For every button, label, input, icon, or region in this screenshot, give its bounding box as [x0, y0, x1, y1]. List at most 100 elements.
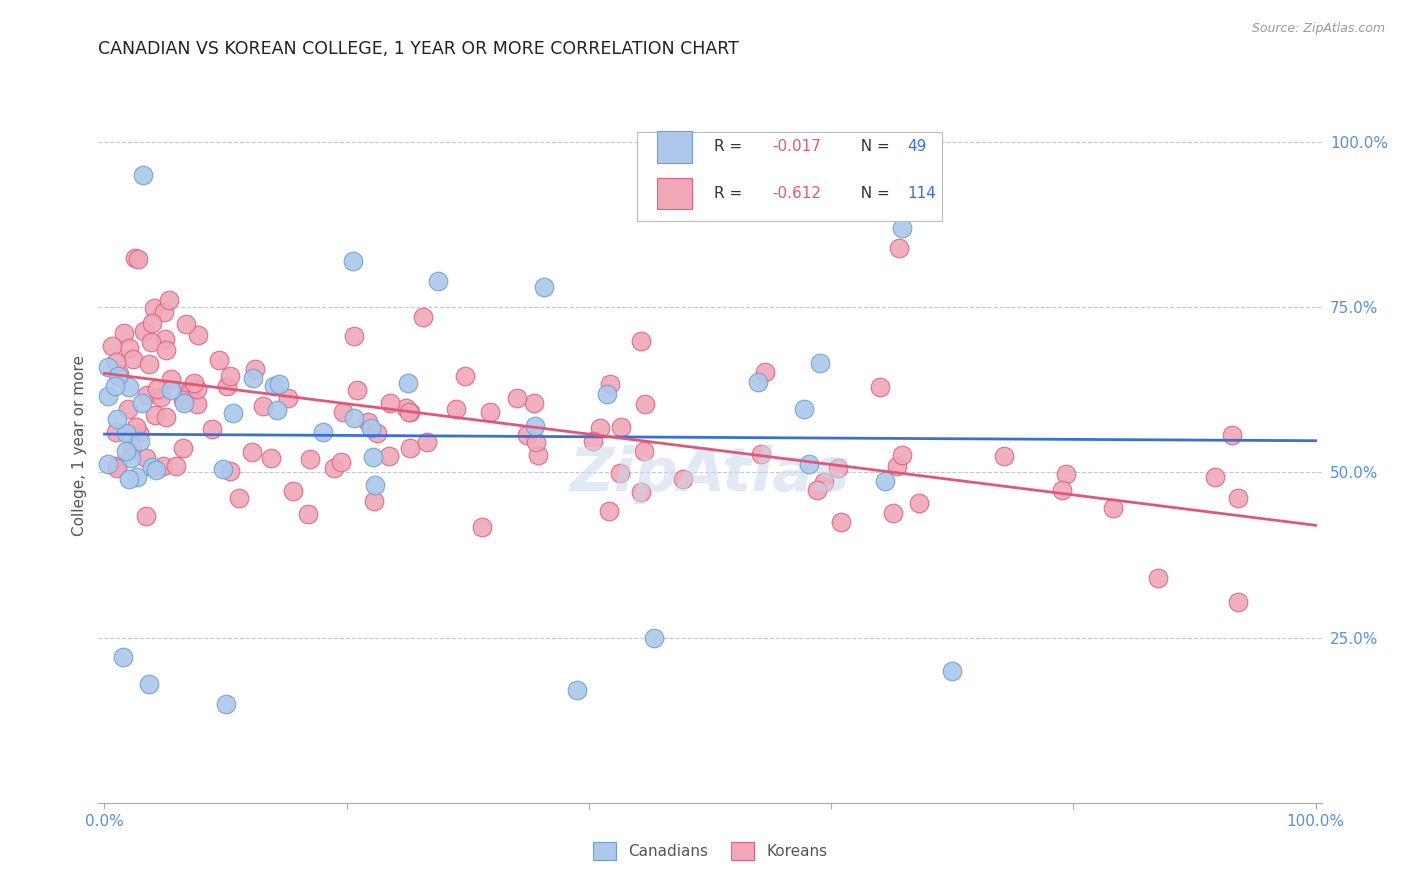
Point [797, 458, 820, 472]
Point [830, 515, 852, 529]
Point [827, 461, 849, 475]
Point [122, 352, 145, 367]
Point [152, 305, 174, 319]
Point [215, 697, 238, 711]
Point [882, 506, 904, 520]
Point [643, 631, 665, 645]
Point [582, 434, 605, 449]
Point [260, 450, 283, 465]
Point [173, 396, 195, 410]
Point [107, 411, 129, 425]
Point [793, 402, 815, 417]
Text: 114: 114 [907, 186, 936, 201]
Point [135, 451, 157, 466]
Point [118, 472, 141, 486]
Point [479, 405, 502, 419]
Point [117, 341, 139, 355]
Point [179, 385, 201, 400]
Point [138, 677, 160, 691]
Point [890, 221, 912, 235]
Point [135, 387, 157, 401]
Point [125, 420, 148, 434]
Point [139, 334, 162, 349]
Point [266, 403, 288, 417]
Point [395, 401, 418, 415]
Point [141, 460, 163, 475]
Point [155, 409, 177, 424]
Text: R =: R = [714, 186, 747, 201]
Point [176, 317, 198, 331]
FancyBboxPatch shape [658, 131, 692, 162]
Text: Source: ZipAtlas.com: Source: ZipAtlas.com [1251, 22, 1385, 36]
Text: R =: R = [714, 139, 747, 154]
Point [242, 444, 264, 458]
Point [908, 496, 931, 510]
Point [215, 379, 238, 393]
Point [523, 418, 546, 433]
Point [121, 440, 143, 454]
Point [183, 376, 205, 390]
Point [1204, 470, 1226, 484]
Point [1056, 467, 1078, 481]
Point [875, 475, 897, 489]
Point [890, 449, 912, 463]
Point [211, 462, 233, 476]
Point [1102, 500, 1125, 515]
Point [135, 509, 157, 524]
Point [107, 368, 129, 383]
Point [222, 407, 245, 421]
FancyBboxPatch shape [658, 178, 692, 209]
Point [364, 477, 387, 491]
Point [105, 461, 128, 475]
Text: -0.612: -0.612 [772, 186, 821, 201]
Point [263, 378, 285, 392]
Point [524, 434, 547, 449]
Point [101, 339, 124, 353]
Point [522, 396, 544, 410]
Point [516, 428, 538, 442]
Point [609, 467, 631, 481]
Point [633, 443, 655, 458]
Point [567, 683, 589, 698]
Point [599, 376, 621, 391]
Point [298, 451, 321, 466]
Point [145, 383, 167, 397]
Point [630, 334, 652, 349]
Point [118, 380, 141, 394]
Point [412, 310, 434, 324]
Point [132, 168, 155, 182]
Point [821, 201, 844, 215]
Point [416, 435, 439, 450]
Point [378, 396, 401, 410]
Point [172, 393, 194, 408]
Point [172, 442, 194, 456]
Point [595, 387, 617, 401]
Point [813, 475, 835, 489]
Point [117, 402, 139, 417]
Point [97, 388, 120, 402]
Point [277, 391, 299, 405]
Point [361, 450, 384, 464]
Point [808, 356, 831, 370]
Point [208, 353, 231, 368]
Point [108, 367, 131, 381]
Text: N =: N = [851, 186, 894, 201]
Point [128, 434, 150, 448]
Point [269, 376, 291, 391]
Point [165, 458, 187, 473]
Point [114, 444, 136, 458]
Point [806, 483, 828, 498]
Point [527, 448, 550, 462]
Point [159, 293, 181, 308]
Point [219, 369, 242, 384]
Point [138, 357, 160, 371]
Point [112, 326, 135, 340]
Point [1220, 428, 1243, 442]
Point [330, 455, 353, 469]
Point [127, 470, 149, 484]
Point [155, 343, 177, 357]
Point [145, 462, 167, 476]
Point [312, 425, 335, 439]
Text: CANADIAN VS KOREAN COLLEGE, 1 YEAR OR MORE CORRELATION CHART: CANADIAN VS KOREAN COLLEGE, 1 YEAR OR MO… [98, 40, 740, 58]
Point [357, 416, 380, 430]
